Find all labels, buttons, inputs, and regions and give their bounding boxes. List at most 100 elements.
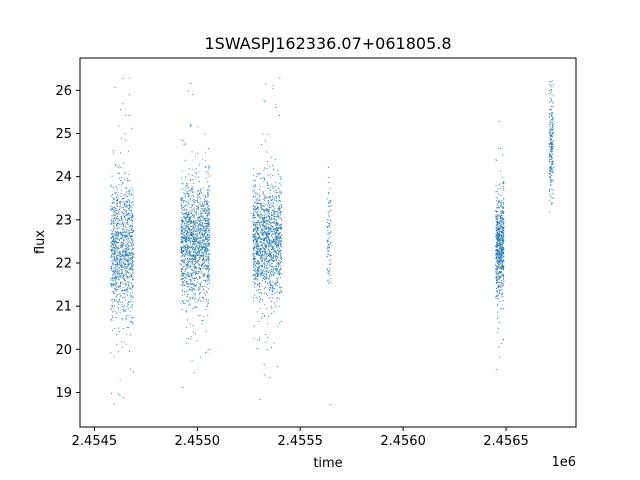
data-point [205,201,207,203]
data-point [271,286,274,288]
data-point [114,282,116,284]
data-point [123,254,125,256]
data-point [187,266,189,268]
data-point [497,188,499,190]
data-point [127,263,129,265]
data-point [194,248,196,250]
data-point [500,249,502,251]
data-point [192,271,194,273]
data-point [497,206,499,208]
data-point [129,257,131,259]
data-point [255,228,257,230]
data-point [273,190,275,192]
data-point [114,227,116,229]
data-point [111,250,113,252]
data-point [498,242,500,244]
data-point [501,232,504,234]
data-point [190,278,192,280]
data-point [267,182,269,184]
data-point [269,196,271,198]
data-point [126,204,128,206]
data-point [185,257,187,259]
data-point [329,269,331,272]
data-point [258,249,260,251]
data-point [500,277,502,279]
data-point [498,201,500,203]
data-point [499,202,502,204]
data-point [194,271,196,273]
data-point [278,115,280,117]
data-point [191,175,193,177]
data-point [113,292,115,294]
data-point [551,171,553,174]
data-point [266,226,268,228]
data-point [265,83,267,85]
data-point [111,256,113,258]
data-point [501,273,503,276]
data-point [196,225,198,228]
data-point [110,278,112,280]
data-point [118,299,120,301]
data-point [328,260,330,262]
data-point [122,249,125,251]
data-point [187,188,189,190]
data-point [327,249,329,251]
data-point [185,219,187,221]
data-point [207,196,209,198]
data-point [208,210,210,212]
data-point [202,239,204,241]
data-point [261,245,263,247]
data-point [132,277,134,280]
data-point [198,251,200,253]
data-point [253,282,256,284]
data-point [549,181,551,183]
data-point [274,208,276,210]
data-point [132,260,134,262]
data-point [269,252,271,254]
data-point [180,203,182,205]
data-point [272,251,274,253]
data-point [181,249,184,252]
data-point [194,254,197,257]
data-point [195,239,197,241]
data-point [503,285,505,287]
data-point [116,286,118,288]
data-point [267,210,269,212]
data-point [503,260,505,262]
data-point [113,214,116,216]
data-point [194,155,196,157]
data-point [269,255,271,258]
data-point [199,246,201,248]
data-point [275,211,277,213]
data-point [208,244,211,246]
data-point [198,268,200,270]
data-point [267,247,269,249]
data-point [272,281,274,283]
data-point [501,229,503,231]
data-point [201,229,204,231]
data-point [263,287,265,289]
data-point [328,201,330,203]
data-point [267,208,269,211]
data-point [187,226,189,228]
data-point [127,219,129,221]
data-point [274,241,276,243]
data-point [130,267,132,269]
data-point [268,212,270,215]
data-point [258,215,260,217]
data-point [126,266,129,268]
data-point [128,285,130,287]
data-point [189,206,191,208]
data-point [200,232,202,234]
data-point [202,262,204,264]
data-point [260,274,262,276]
data-point [202,235,204,237]
data-point [267,226,269,228]
data-point [119,223,121,225]
data-point [501,235,503,237]
data-point [271,199,274,201]
data-point [277,214,279,216]
data-point [132,296,134,298]
data-point [257,272,259,274]
data-point [117,306,119,308]
